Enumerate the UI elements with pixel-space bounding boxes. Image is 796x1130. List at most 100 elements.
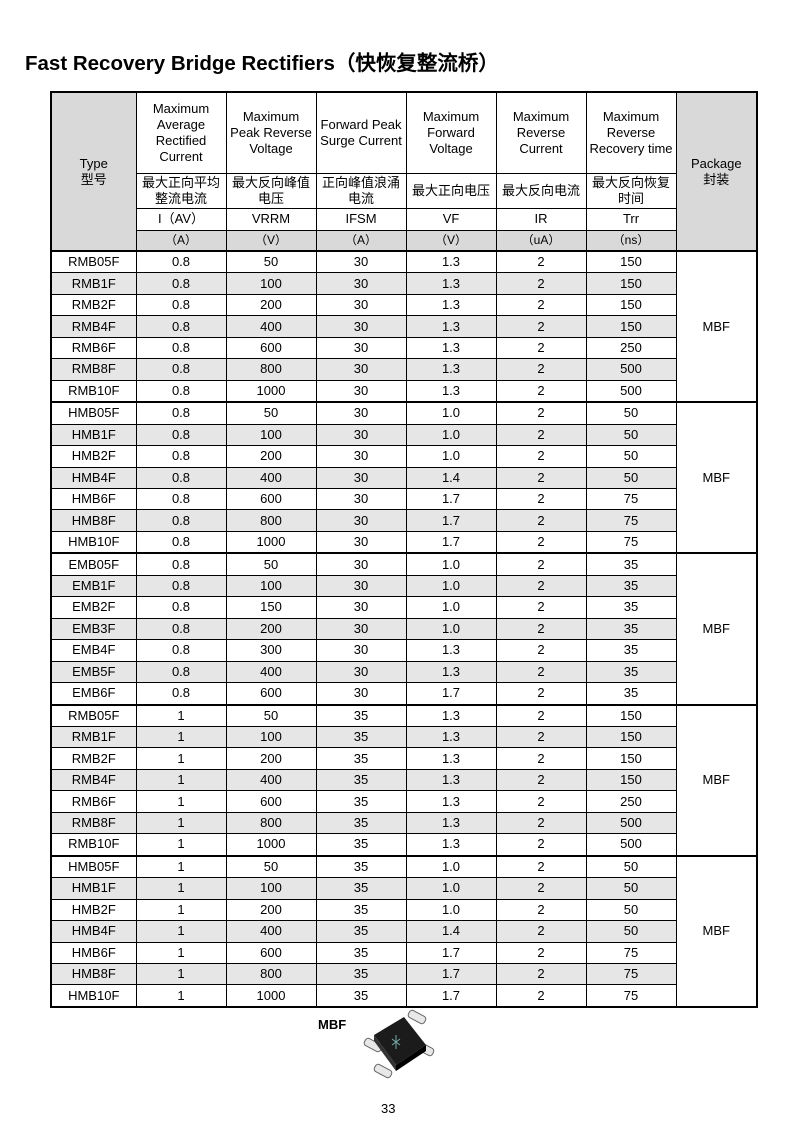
value-cell: 150 (585, 725, 677, 749)
value-cell: 0.8 (135, 445, 227, 468)
type-cell: HMB10F (50, 984, 137, 1008)
type-cell: HMB05F (50, 401, 137, 425)
type-cell: HMB10F (50, 530, 137, 554)
type-cell: RMB6F (50, 790, 137, 813)
value-cell: 35 (315, 725, 407, 749)
value-cell: 35 (315, 833, 407, 857)
value-cell: 200 (225, 747, 317, 770)
table-row: EMB1F 0.8 100 30 1.0 2 35 (50, 574, 757, 598)
table-row: EMB4F 0.8 300 30 1.3 2 35 (50, 639, 757, 662)
value-cell: 35 (315, 703, 407, 727)
column-unit: （V） (225, 229, 317, 252)
value-cell: 1.0 (405, 423, 497, 447)
value-cell: 2 (495, 401, 587, 425)
column-header-cn: 最大正向平均整流电流 (135, 172, 227, 209)
type-cell: RMB2F (50, 293, 137, 317)
column-unit: （ns） (585, 229, 677, 252)
value-cell: 30 (315, 530, 407, 554)
value-cell: 1 (135, 854, 227, 879)
table-row: EMB5F 0.8 400 30 1.3 2 35 (50, 660, 757, 684)
value-cell: 1000 (225, 984, 317, 1008)
value-cell: 2 (495, 854, 587, 879)
value-cell: 35 (585, 596, 677, 619)
package-cell: MBF (675, 854, 758, 1008)
value-cell: 0.8 (135, 530, 227, 554)
value-cell: 30 (315, 487, 407, 511)
type-cell: RMB1F (50, 725, 137, 749)
value-cell: 1.0 (405, 877, 497, 900)
table-row: EMB6F 0.8 600 30 1.7 2 35 (50, 682, 757, 706)
type-cell: EMB3F (50, 617, 137, 641)
table-row: HMB8F 0.8 800 30 1.7 2 75 (50, 509, 757, 532)
type-cell: EMB1F (50, 574, 137, 598)
value-cell: 50 (585, 423, 677, 447)
type-cell: HMB6F (50, 941, 137, 964)
value-cell: 2 (495, 790, 587, 813)
package-header: Package 封装 (675, 91, 758, 252)
header-row: （A） （V） （A） （V） （uA） （ns） (51, 229, 757, 252)
value-cell: 50 (585, 466, 677, 489)
column-symbol: VF (405, 207, 497, 231)
table-row: EMB3F 0.8 200 30 1.0 2 35 (50, 617, 757, 641)
value-cell: 1.3 (405, 833, 497, 857)
value-cell: 75 (585, 984, 677, 1008)
type-cell: RMB10F (50, 833, 137, 857)
table-row: RMB2F 1 200 35 1.3 2 150 (50, 747, 757, 770)
type-cell: RMB6F (50, 336, 137, 360)
table-row: HMB1F 0.8 100 30 1.0 2 50 (50, 423, 757, 447)
value-cell: 1.0 (405, 854, 497, 879)
value-cell: 2 (495, 660, 587, 684)
value-cell: 30 (315, 682, 407, 706)
column-unit: （V） (405, 229, 497, 252)
type-cell: HMB4F (50, 920, 137, 943)
column-symbol: VRRM (225, 207, 317, 231)
value-cell: 1000 (225, 833, 317, 857)
type-cell: HMB2F (50, 898, 137, 922)
value-cell: 2 (495, 877, 587, 900)
package-label: MBF (318, 1017, 347, 1032)
value-cell: 1 (135, 877, 227, 900)
package-cell: MBF (675, 703, 758, 857)
table-row: RMB1F 0.8 100 30 1.3 2 150 (50, 272, 757, 295)
value-cell: 30 (315, 250, 407, 274)
table-body: Type 型号 Maximum Average Rectified Current M… (50, 91, 758, 1008)
value-cell: 30 (315, 315, 407, 338)
value-cell: 2 (495, 445, 587, 468)
value-cell: 0.8 (135, 660, 227, 684)
value-cell: 2 (495, 725, 587, 749)
type-cell: EMB6F (50, 682, 137, 706)
value-cell: 600 (225, 336, 317, 360)
value-cell: 100 (225, 423, 317, 447)
type-cell: RMB4F (50, 768, 137, 792)
value-cell: 400 (225, 315, 317, 338)
type-cell: HMB2F (50, 445, 137, 468)
value-cell: 1.0 (405, 596, 497, 619)
value-cell: 1.7 (405, 984, 497, 1008)
value-cell: 1.3 (405, 250, 497, 274)
column-header-cn: 最大反向恢复时间 (585, 172, 677, 209)
package-cell: MBF (675, 401, 758, 554)
value-cell: 30 (315, 509, 407, 532)
value-cell: 2 (495, 747, 587, 770)
value-cell: 50 (585, 898, 677, 922)
value-cell: 1000 (225, 379, 317, 403)
value-cell: 0.8 (135, 509, 227, 532)
value-cell: 0.8 (135, 639, 227, 662)
package-cell: MBF (675, 552, 758, 706)
table-row: RMB05F 0.8 50 30 1.3 2 150 MBF (50, 249, 758, 403)
value-cell: 35 (315, 962, 407, 986)
type-cell: HMB05F (50, 854, 137, 879)
value-cell: 75 (585, 962, 677, 986)
value-cell: 30 (315, 445, 407, 468)
value-cell: 500 (585, 358, 677, 381)
value-cell: 30 (315, 358, 407, 381)
value-cell: 30 (315, 552, 407, 576)
type-cell: RMB05F (50, 703, 137, 727)
value-cell: 400 (225, 768, 317, 792)
column-symbol: IR (495, 207, 587, 231)
column-unit: （A） (135, 229, 227, 252)
value-cell: 200 (225, 293, 317, 317)
value-cell: 1.7 (405, 509, 497, 532)
table-row: RMB10F 0.8 1000 30 1.3 2 500 (50, 379, 757, 403)
value-cell: 1.7 (405, 682, 497, 706)
